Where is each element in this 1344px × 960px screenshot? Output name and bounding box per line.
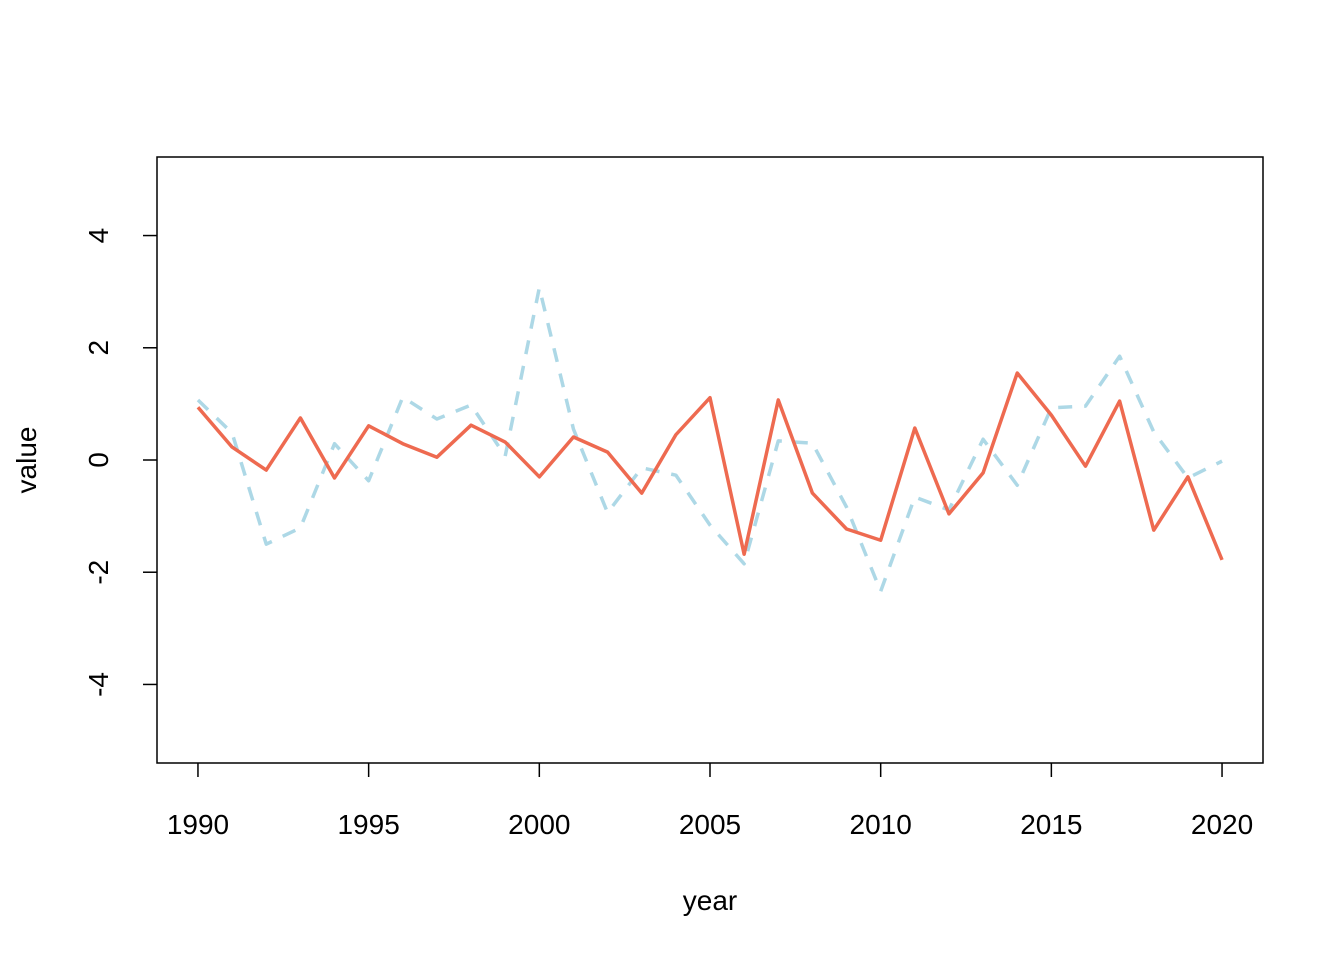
y-tick-label: -4 <box>83 672 114 697</box>
x-tick-label: 2000 <box>508 809 570 840</box>
x-tick-label: 2020 <box>1191 809 1253 840</box>
y-tick-label: 2 <box>83 340 114 356</box>
series-line <box>196 285 1223 594</box>
y-axis-label: value <box>11 427 42 494</box>
y-tick-label: -2 <box>83 560 114 585</box>
y-tick-label: 0 <box>83 452 114 468</box>
x-tick-label: 1995 <box>337 809 399 840</box>
y-tick-label: 4 <box>83 228 114 244</box>
x-tick-label: 2010 <box>850 809 912 840</box>
x-tick-label: 2015 <box>1020 809 1082 840</box>
x-tick-label: 1990 <box>167 809 229 840</box>
x-tick-label: 2005 <box>679 809 741 840</box>
series-line <box>196 371 1224 561</box>
x-axis-label: year <box>683 885 737 916</box>
